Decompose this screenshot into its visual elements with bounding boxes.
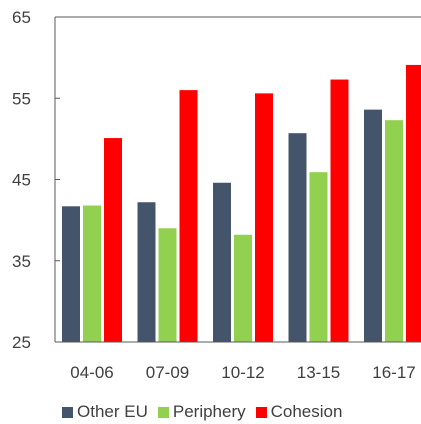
bar-other-eu-07-09: [137, 202, 156, 342]
bar-cohesion-13-15: [330, 79, 349, 342]
bar-periphery-16-17: [385, 120, 403, 342]
legend-item: Other EU: [62, 402, 148, 422]
legend-swatch: [255, 406, 267, 418]
bar-periphery-07-09: [158, 228, 177, 342]
bar-other-eu-04-06: [62, 206, 80, 342]
x-tick-label: 13-15: [297, 363, 340, 382]
legend-label: Periphery: [172, 402, 246, 421]
bar-cohesion-07-09: [179, 90, 198, 342]
bar-other-eu-16-17: [364, 109, 382, 342]
bar-periphery-13-15: [309, 172, 328, 342]
y-axis-ticks: 25 35 45 55 65: [12, 8, 60, 352]
legend-label: Cohesion: [270, 402, 343, 421]
bar-other-eu-13-15: [288, 133, 307, 342]
legend-label: Other EU: [77, 402, 148, 421]
bar-periphery-04-06: [83, 205, 101, 342]
x-tick-label: 10-12: [221, 363, 264, 382]
y-tick-label: 65: [12, 8, 31, 27]
legend-swatch: [157, 406, 169, 418]
bars-group: [62, 64, 421, 342]
bar-other-eu-10-12: [213, 182, 231, 342]
y-tick-label: 55: [12, 89, 31, 108]
legend-item: Cohesion: [255, 402, 343, 422]
bar-cohesion-04-06: [104, 138, 122, 342]
bar-cohesion-16-17: [406, 64, 421, 342]
x-tick-label: 16-17: [372, 363, 415, 382]
legend-swatch: [62, 406, 73, 418]
y-tick-label: 25: [12, 333, 31, 352]
x-tick-label: 04-06: [70, 363, 113, 382]
y-tick-label: 35: [12, 252, 31, 271]
x-tick-label: 07-09: [146, 363, 189, 382]
x-axis-ticks: 04-06 07-09 10-12 13-15 16-17: [70, 363, 415, 382]
bar-cohesion-10-12: [255, 93, 273, 342]
legend: Other EU Periphery Cohesion: [62, 400, 352, 424]
legend-item: Periphery: [157, 402, 246, 422]
bar-periphery-10-12: [234, 234, 252, 342]
y-tick-label: 45: [12, 171, 31, 190]
